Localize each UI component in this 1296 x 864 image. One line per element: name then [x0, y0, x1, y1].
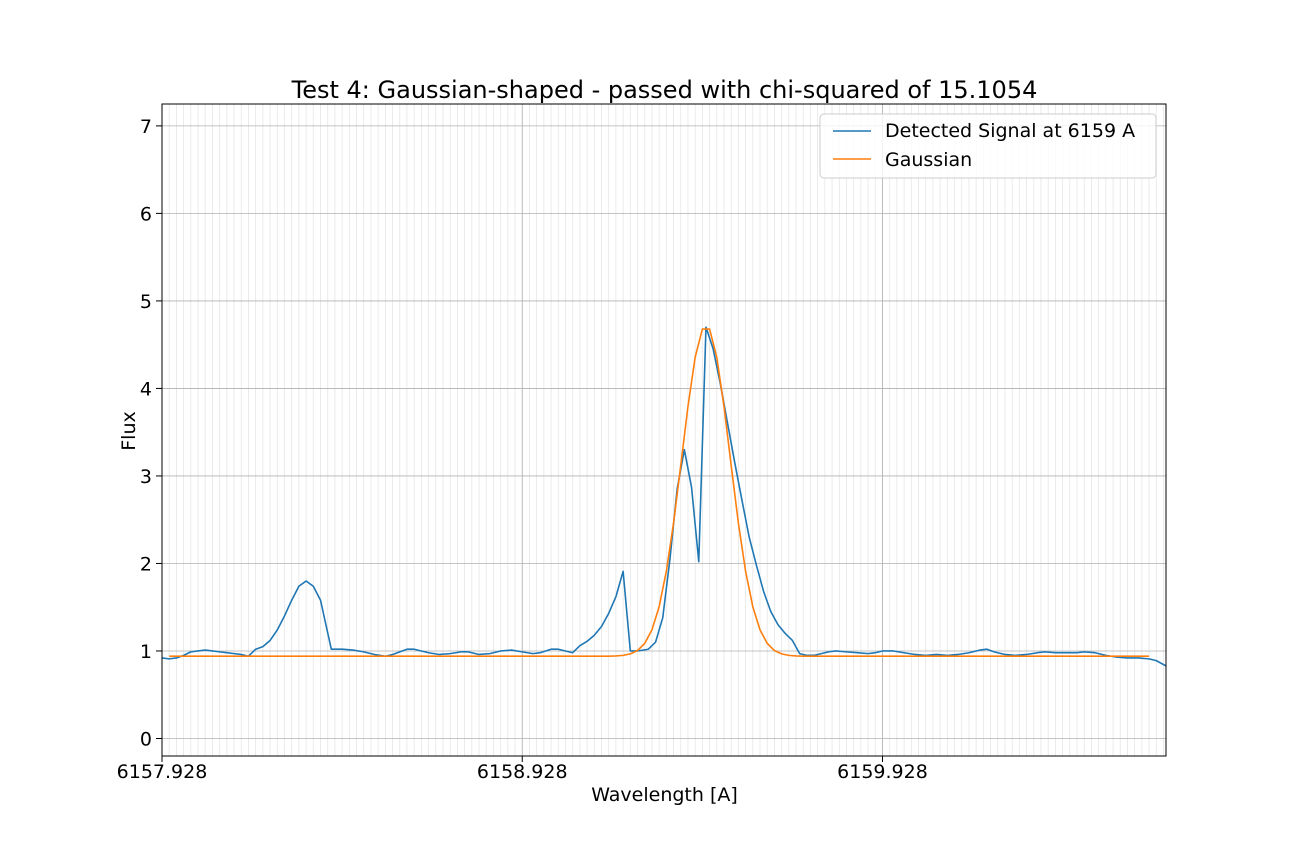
plot-area: [161, 103, 1167, 757]
y-axis-ticks: 0 1 2 3 4 5 6 7: [140, 116, 162, 750]
y-tick-label: 0: [140, 728, 152, 750]
legend-frame: [819, 113, 1157, 179]
legend-label-detected-signal: Detected Signal at 6159 A: [885, 120, 1135, 142]
x-tick-label: 6157.928: [117, 761, 208, 783]
y-tick-label: 6: [140, 203, 152, 225]
chart-title: Test 4: Gaussian-shaped - passed with ch…: [291, 76, 1038, 104]
legend-label-gaussian: Gaussian: [885, 149, 972, 171]
x-axis-label: Wavelength [A]: [591, 784, 738, 806]
legend: Detected Signal at 6159 A Gaussian: [819, 113, 1157, 179]
series-line-detected-signal: [162, 326, 1166, 667]
series-layer: [162, 326, 1166, 667]
x-tick-label: 6158.928: [477, 761, 568, 783]
series-line-gaussian: [169, 328, 1150, 658]
y-tick-label: 7: [140, 116, 152, 138]
y-tick-label: 1: [140, 641, 152, 663]
minor-grid: [168, 104, 1164, 756]
y-tick-label: 4: [140, 378, 152, 400]
y-axis-label: Flux: [118, 411, 140, 451]
y-tick-label: 2: [140, 553, 152, 575]
y-tick-label: 5: [140, 291, 152, 313]
x-axis-ticks: 6157.928 6158.928 6159.928: [117, 756, 928, 783]
axes-frame: [161, 103, 1167, 757]
x-tick-label: 6159.928: [837, 761, 928, 783]
y-tick-label: 3: [140, 466, 152, 488]
